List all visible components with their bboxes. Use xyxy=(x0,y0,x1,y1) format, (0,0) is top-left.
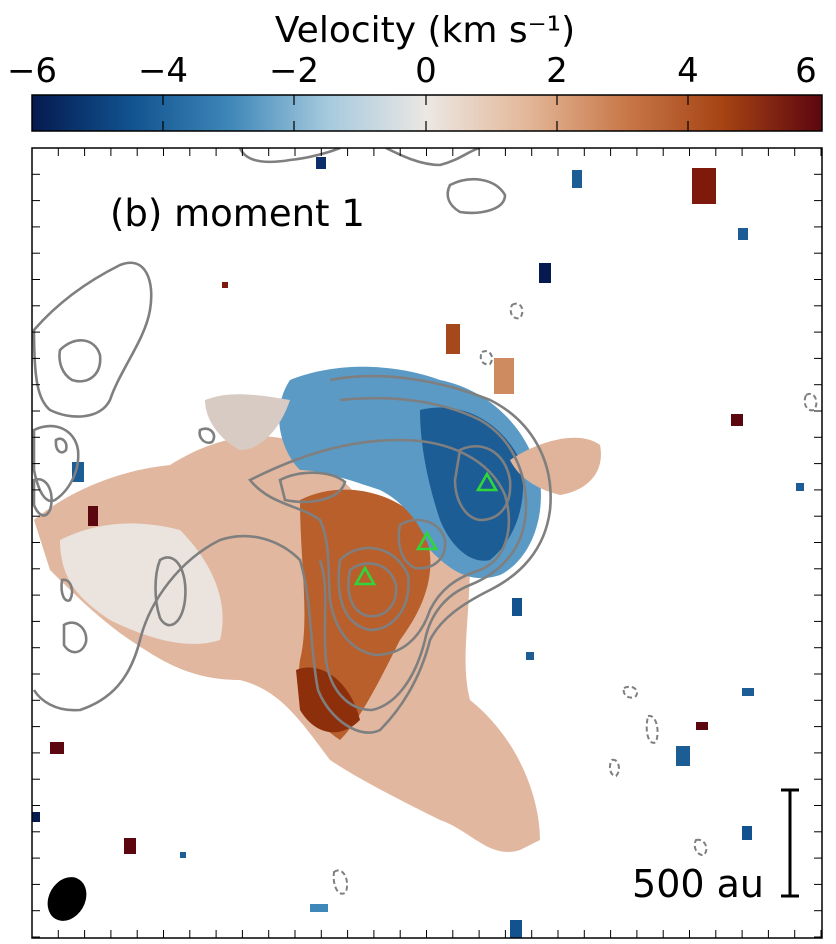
negative-contour xyxy=(479,350,493,366)
contour-line xyxy=(154,556,187,627)
scale-bar xyxy=(781,788,799,898)
noise-pixel xyxy=(310,904,328,912)
moment1-map: 500 au (b) moment 1 xyxy=(32,148,822,938)
scale-bar-label: 500 au xyxy=(632,862,764,906)
contour-line xyxy=(453,444,512,522)
contour-line xyxy=(347,562,398,618)
source-markers xyxy=(353,471,499,586)
colorbar-tick-label: −4 xyxy=(138,51,188,91)
negative-contour xyxy=(608,758,620,778)
noise-pixel xyxy=(180,852,186,858)
noise-pixel xyxy=(526,652,534,660)
panel-title: (b) moment 1 xyxy=(110,192,365,235)
noise-pixel xyxy=(738,228,748,240)
continuum-contours xyxy=(32,148,552,734)
noise-pixel xyxy=(88,506,98,526)
colorbar-tick-label: 6 xyxy=(795,51,817,91)
noise-pixel xyxy=(124,838,136,854)
contour-line xyxy=(32,424,80,503)
contour-line xyxy=(238,148,341,164)
negative-contour xyxy=(645,714,659,744)
colorbar-tick-label: 4 xyxy=(677,51,699,91)
contour-line xyxy=(60,578,74,602)
noise-pixel xyxy=(512,598,522,616)
contour-line xyxy=(62,621,88,654)
contour-line xyxy=(318,396,528,712)
bridge-region xyxy=(205,394,290,450)
colorbar-tick-label: −6 xyxy=(7,51,57,91)
contour-line xyxy=(32,477,53,517)
noise-pixel xyxy=(510,920,522,938)
source-marker xyxy=(353,565,377,586)
noise-pixel xyxy=(539,263,551,283)
colorbar-tick-label: −2 xyxy=(269,51,319,91)
contour-line xyxy=(247,438,511,657)
colorbar-title: Velocity (km s⁻¹) xyxy=(275,10,575,51)
noise-pixel xyxy=(222,282,228,288)
contour-line xyxy=(278,471,347,504)
source-marker xyxy=(475,471,499,492)
contour-line xyxy=(397,518,447,570)
noise-pixel xyxy=(742,826,752,840)
noise-pixel xyxy=(572,170,582,188)
contour-line xyxy=(32,374,552,734)
noise-pixel xyxy=(316,157,326,169)
redshifted-patch xyxy=(494,358,514,394)
noise-pixel xyxy=(32,812,40,822)
colorbar-tick-label: 2 xyxy=(546,51,568,91)
redshifted-ne-tail xyxy=(510,437,601,495)
contour-line xyxy=(198,427,216,444)
colorbar xyxy=(31,94,823,132)
colorbar-tick-labels: −6 −4 −2 0 2 4 6 xyxy=(7,51,817,91)
negative-contour xyxy=(622,685,638,699)
noise-pixel xyxy=(676,746,690,766)
frame-ticks xyxy=(32,148,822,938)
negative-contours xyxy=(332,302,818,895)
noise-pixel xyxy=(50,742,64,754)
redshifted-dark-knot xyxy=(296,667,360,733)
noise-pixel xyxy=(696,722,708,730)
contour-line xyxy=(54,437,68,454)
noise-pixel xyxy=(731,414,743,426)
noise-pixels xyxy=(32,157,804,938)
contour-line xyxy=(32,261,153,418)
contour-line xyxy=(337,546,410,632)
redshifted-patch xyxy=(446,324,460,354)
contour-line xyxy=(385,148,481,167)
negative-contour xyxy=(509,302,524,320)
colorbar-ticks xyxy=(162,95,689,131)
contour-line xyxy=(446,178,507,215)
noise-pixel xyxy=(796,483,804,491)
source-marker xyxy=(415,530,439,551)
noise-pixel xyxy=(742,688,754,696)
colorbar-tick-label: 0 xyxy=(415,51,437,91)
noise-pixel xyxy=(692,168,716,204)
contour-line xyxy=(58,339,102,383)
beam-ellipse xyxy=(47,877,87,921)
negative-contour xyxy=(693,838,708,857)
